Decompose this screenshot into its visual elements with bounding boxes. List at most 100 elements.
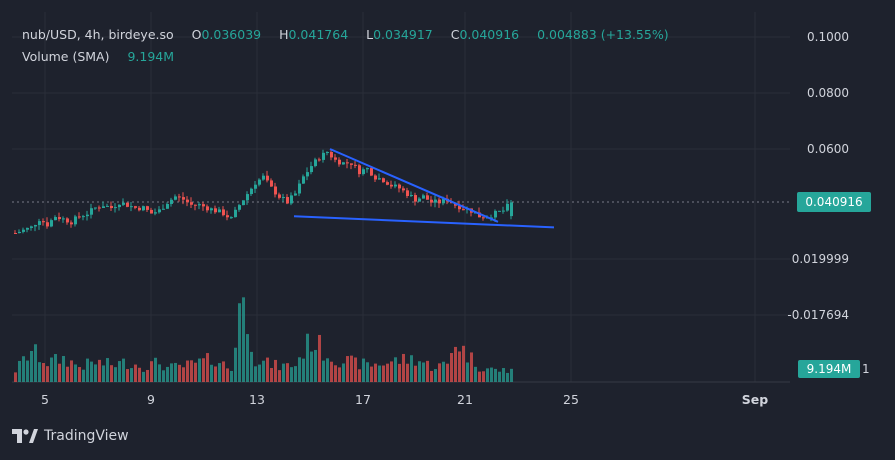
volume-bar [374,363,377,382]
candle-body [286,197,289,204]
candle-body [126,202,129,207]
candle-body [258,179,261,185]
candle-body [330,152,333,158]
candle-body [222,209,225,216]
candle-body [66,218,69,223]
open-label: O [191,27,202,42]
candle-body [254,184,257,189]
volume-bar [334,365,337,382]
price-tick-2: 0.0600 [807,142,849,156]
volume-bar [338,367,341,382]
candle-body [34,225,37,227]
candle-body [394,184,397,187]
candle-body [430,199,433,203]
volume-bars [14,297,513,382]
candle-body [82,216,85,218]
candle-body [438,199,441,204]
candle-body [362,169,365,175]
candle-body [206,206,209,211]
trendlines [293,148,555,229]
volume-bar [282,363,285,382]
candle-body [386,182,389,185]
volume-bar [382,365,385,382]
candle-body [70,222,73,225]
candle-body [374,175,377,180]
volume-bar [490,367,493,382]
candle-body [50,220,53,227]
volume-bar [442,361,445,382]
candle-body [278,194,281,198]
candle-body [146,206,149,210]
candle-body [190,202,193,205]
volume-bar [82,369,85,382]
volume-bar [446,363,449,382]
volume-bar [458,351,461,382]
candle-body [414,195,417,202]
candle-body [218,209,221,213]
volume-bar [258,364,261,382]
tradingview-brand[interactable]: TradingView [12,428,129,444]
tradingview-logo-icon [12,429,38,443]
candle-body [166,203,169,209]
candle-body [178,196,181,198]
candle-body [214,208,217,213]
candle-body [98,207,101,209]
volume-bar [78,367,81,382]
volume-bar [438,363,441,382]
time-tick-1: 9 [147,392,155,407]
volume-bar [42,362,45,382]
volume-bar [70,360,73,382]
volume-bar [166,366,169,382]
candle-body [274,186,277,195]
volume-bar [174,362,177,382]
high-label: H [279,27,289,42]
volume-bar [302,358,305,382]
volume-bar [510,368,513,382]
volume-label[interactable]: Volume (SMA) [22,49,110,64]
volume-bar [270,368,273,382]
candle-body [346,162,349,164]
volume-badge: 9.194M [798,360,860,378]
volume-bar [342,363,345,382]
candle-body [110,205,113,209]
volume-bar [134,364,137,382]
volume-bar [34,344,37,382]
candle-body [158,209,161,213]
volume-bar [414,365,417,382]
volume-bar [94,364,97,382]
volume-bar [250,351,253,382]
close-value: 0.040916 [459,27,520,42]
symbol-label[interactable]: nub/USD, 4h, birdeye.so [22,27,174,42]
candle-body [270,180,273,187]
volume-value: 9.194M [127,49,175,64]
volume-bar [14,372,17,382]
volume-bar [418,361,421,382]
volume-bar [254,366,257,382]
candle-body [502,210,505,212]
candle-body [130,206,133,208]
candle-body [182,197,185,200]
volume-bar [358,369,361,382]
candle-body [366,168,369,170]
volume-bar [138,367,141,382]
volume-bar [238,303,241,382]
volume-bar [350,355,353,382]
volume-bar [494,368,497,382]
volume-bar [50,357,53,382]
volume-bar [114,367,117,382]
volume-bar [386,363,389,382]
candle-body [42,221,45,223]
brand-name: TradingView [44,428,129,444]
candle-body [498,210,501,212]
candle-body [118,204,121,208]
price-tick-4: -0.017694 [787,308,849,322]
candle-body [102,206,105,208]
candle-body [106,205,109,207]
candle-body [462,209,465,211]
candle-body [22,229,25,232]
volume-bar [170,363,173,382]
volume-bar [54,354,57,382]
candle-body [358,165,361,175]
volume-bar [278,370,281,382]
